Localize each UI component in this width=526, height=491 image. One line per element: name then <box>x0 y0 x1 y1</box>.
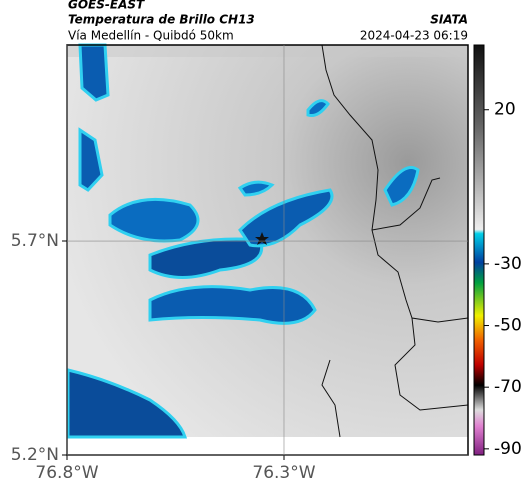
y-tick-label: 5.7°N <box>11 231 59 251</box>
source: GOES-EAST <box>68 0 145 12</box>
timestamp: 2024-04-23 06:19 <box>360 29 468 43</box>
agency: SIATA <box>430 13 468 27</box>
product: Temperatura de Brillo CH13 <box>68 13 255 27</box>
cloud-field <box>67 45 468 57</box>
region: Vía Medellín - Quibdó 50km <box>68 29 234 43</box>
cold-clouds <box>66 43 420 439</box>
colorbar-tick-label: 20 <box>494 100 516 120</box>
x-tick-label: 76.8°W <box>35 463 98 483</box>
colorbar-tick-label: -50 <box>494 316 522 336</box>
colorbar <box>473 44 485 456</box>
colorbar-tick-label: -70 <box>494 377 522 397</box>
colorbar-tick-label: -90 <box>494 439 522 459</box>
borders <box>321 44 469 438</box>
y-tick-label: 5.2°N <box>11 445 59 465</box>
header: GOES-EAST Temperatura de Brillo CH13 Vía… <box>68 0 468 43</box>
colorbar-tick-label: -30 <box>494 254 522 274</box>
city-marker <box>255 232 269 245</box>
x-tick-label: 76.3°W <box>252 463 315 483</box>
